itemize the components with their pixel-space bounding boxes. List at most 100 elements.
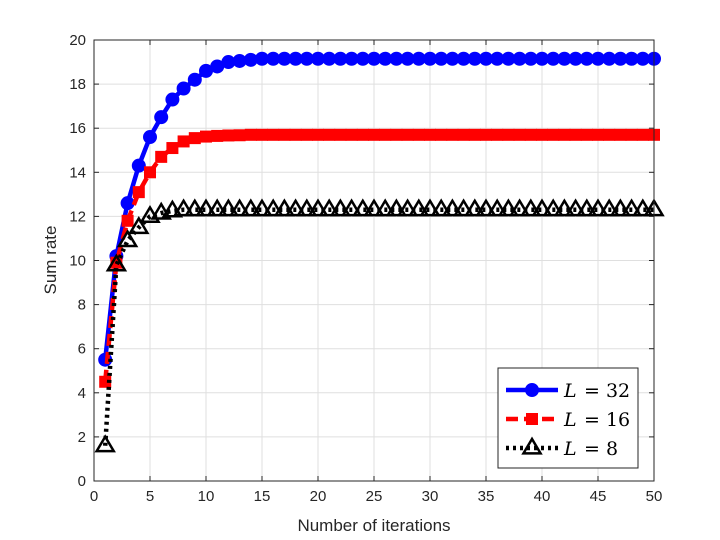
data-point (576, 198, 598, 217)
y-tick-label: 18 (69, 76, 86, 93)
series-circle (98, 51, 661, 367)
data-point (154, 110, 169, 125)
series-layer (94, 51, 665, 453)
series-square (99, 128, 660, 388)
data-point (240, 198, 262, 217)
y-tick-label: 10 (69, 253, 86, 270)
data-point (379, 128, 392, 141)
data-point (176, 81, 191, 96)
data-point (184, 198, 206, 217)
data-point (187, 72, 202, 87)
data-point (524, 128, 537, 141)
y-tick-label: 16 (69, 120, 86, 137)
data-point (430, 198, 452, 217)
data-point (547, 128, 560, 141)
x-tick-label: 15 (254, 488, 271, 505)
data-point (564, 198, 587, 217)
data-point (329, 198, 352, 217)
data-point (441, 198, 464, 217)
data-point (553, 198, 576, 217)
data-point (592, 128, 604, 141)
data-point (144, 166, 156, 179)
data-point (609, 198, 632, 217)
data-point (312, 128, 324, 141)
data-point (513, 128, 526, 141)
data-point (206, 198, 228, 217)
data-point (161, 199, 184, 218)
data-point (131, 158, 146, 173)
data-point (363, 198, 385, 217)
data-point (636, 128, 649, 141)
data-point (603, 128, 616, 141)
data-point (217, 198, 240, 217)
data-point (172, 198, 195, 217)
data-point (94, 434, 116, 453)
y-tick-label: 2 (78, 429, 86, 446)
x-tick-label: 20 (310, 488, 327, 505)
data-point (222, 129, 235, 142)
data-point (424, 128, 436, 141)
y-tick-label: 8 (78, 297, 86, 314)
legend-label-value: = 16 (584, 409, 630, 431)
x-axis-label: Number of iterations (297, 516, 450, 535)
data-point (408, 198, 430, 217)
data-point (289, 128, 302, 141)
data-point (401, 128, 414, 141)
data-point (116, 229, 139, 248)
data-point (143, 130, 157, 145)
data-point (352, 198, 374, 217)
data-point (323, 128, 336, 141)
data-point (614, 128, 627, 141)
y-tick-label: 4 (78, 385, 86, 402)
legend-label-variable: L (563, 380, 577, 402)
data-point (486, 198, 508, 217)
data-point (457, 128, 470, 141)
legend-item: L = 16 (506, 409, 630, 431)
data-point (632, 198, 654, 217)
data-point (132, 186, 145, 199)
data-point (165, 92, 180, 107)
data-point (155, 150, 168, 163)
data-point (587, 198, 609, 217)
legend-label-variable: L (563, 409, 577, 431)
x-tick-label: 10 (198, 488, 215, 505)
data-point (435, 128, 448, 141)
data-point (284, 198, 307, 217)
data-point (598, 198, 620, 217)
data-point (580, 128, 593, 141)
data-point (385, 198, 408, 217)
data-point (278, 128, 291, 141)
legend-label-value: = 8 (584, 438, 618, 460)
data-point (625, 128, 638, 141)
data-point (480, 128, 492, 141)
data-point (374, 198, 396, 217)
data-point (419, 198, 441, 217)
legend: L = 32 L = 16 L = 8 (497, 367, 639, 469)
x-tick-label: 45 (590, 488, 607, 505)
data-point (195, 198, 217, 217)
legend-swatch-marker (526, 413, 538, 425)
data-point (368, 128, 380, 141)
data-point (244, 128, 257, 141)
y-tick-label: 6 (78, 341, 86, 358)
data-point (128, 215, 150, 235)
y-axis-label: Sum rate (41, 226, 60, 295)
legend-item: L = 32 (506, 380, 630, 402)
data-point (542, 198, 564, 217)
data-point (491, 128, 504, 141)
data-point (296, 198, 318, 217)
data-point (340, 198, 363, 217)
data-point (569, 128, 582, 141)
legend-swatch-marker (521, 436, 543, 455)
data-point (396, 198, 419, 217)
data-point (121, 214, 134, 227)
x-tick-label: 0 (90, 488, 98, 505)
data-point (508, 198, 531, 217)
data-point (464, 198, 486, 217)
x-tick-label: 40 (534, 488, 551, 505)
data-point (228, 198, 251, 217)
x-tick-label: 5 (146, 488, 154, 505)
legend-item: L = 8 (506, 436, 618, 460)
data-point (531, 198, 553, 217)
